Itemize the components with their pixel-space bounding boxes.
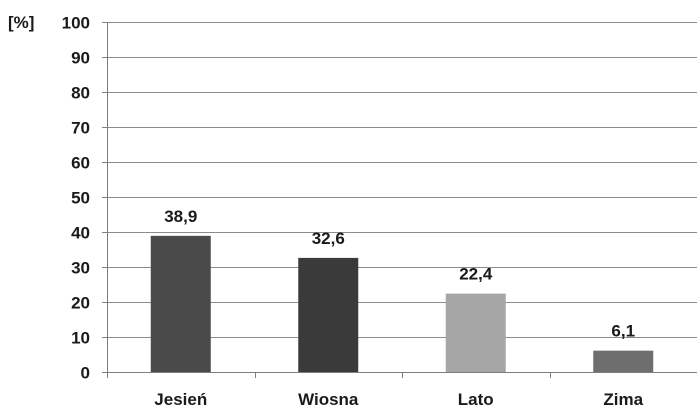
bar-zima	[593, 350, 654, 372]
axes	[102, 22, 697, 378]
y-axis-label: [%]	[8, 13, 34, 32]
y-tick-label: 10	[71, 329, 90, 348]
bar-jesień	[150, 235, 211, 372]
y-tick-label: 80	[71, 84, 90, 103]
data-labels: 38,9 32,6 22,4 6,1	[164, 207, 635, 341]
y-tick-label: 100	[62, 14, 90, 33]
y-tick-labels: 0 10 20 30 40 50 60 70 80 90 100	[62, 14, 90, 383]
category-label: Jesień	[154, 390, 207, 409]
category-label: Zima	[603, 390, 643, 409]
bars	[150, 235, 654, 372]
y-tick-label: 60	[71, 154, 90, 173]
category-labels: Jesień Wiosna Lato Zima	[154, 390, 643, 409]
data-label: 32,6	[312, 229, 345, 248]
y-tick-label: 30	[71, 259, 90, 278]
y-tick-label: 90	[71, 49, 90, 68]
data-label: 38,9	[164, 207, 197, 226]
bar-wiosna	[298, 257, 359, 372]
data-label: 22,4	[459, 265, 493, 284]
category-label: Wiosna	[298, 390, 359, 409]
bar-lato	[445, 293, 506, 372]
y-tick-label: 20	[71, 294, 90, 313]
y-tick-label: 70	[71, 119, 90, 138]
data-label: 6,1	[611, 322, 635, 341]
y-tick-label: 0	[81, 364, 90, 383]
y-tick-label: 50	[71, 189, 90, 208]
y-tick-label: 40	[71, 224, 90, 243]
category-label: Lato	[458, 390, 494, 409]
